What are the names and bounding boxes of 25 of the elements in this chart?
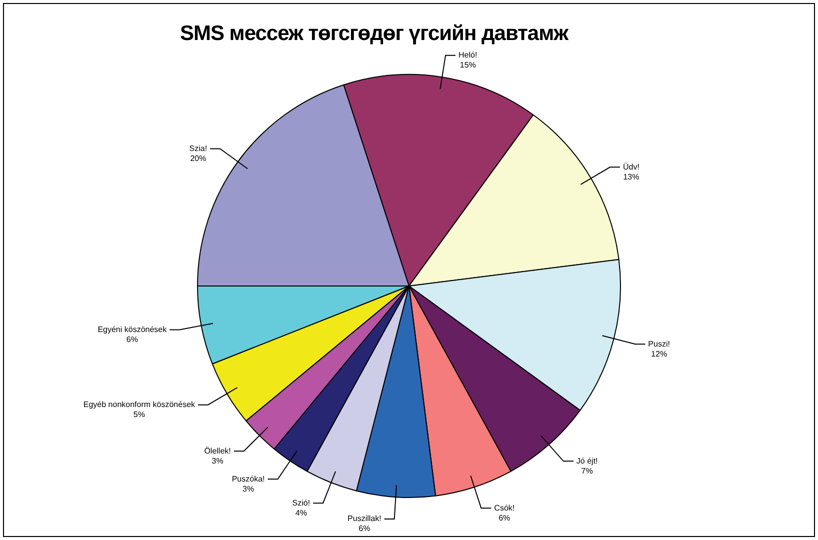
slice-label: Egyéni köszönések bbox=[98, 324, 168, 334]
slice-label: Szió! bbox=[292, 498, 310, 508]
data-label: 4% bbox=[295, 508, 307, 518]
data-label: 6% bbox=[358, 524, 370, 534]
data-label: 6% bbox=[498, 513, 510, 522]
slice-label: Heló! bbox=[458, 50, 478, 60]
slice-label: Jó éjt! bbox=[576, 456, 598, 466]
data-label: 6% bbox=[126, 334, 138, 344]
chart-title: SMS мессеж төгсгөдөг үгсийн давтамж bbox=[178, 22, 570, 46]
slice-label: Puszi! bbox=[648, 339, 670, 348]
data-label: 13% bbox=[623, 172, 640, 182]
data-label: 3% bbox=[212, 456, 224, 466]
data-label: 7% bbox=[581, 466, 593, 476]
data-label: 12% bbox=[651, 349, 668, 358]
slice-label: Egyéb nonkonform köszönések bbox=[83, 400, 196, 410]
data-label: 20% bbox=[190, 154, 206, 163]
slice-label: Üdv! bbox=[622, 162, 640, 172]
slice-label: Puszillak! bbox=[348, 514, 382, 524]
slice-label: Puszóka! bbox=[232, 474, 265, 484]
data-label: 3% bbox=[242, 484, 254, 494]
slice-label: Csók! bbox=[494, 503, 515, 512]
data-label: 5% bbox=[133, 410, 145, 420]
slice-label: Szia! bbox=[189, 144, 208, 153]
data-label: 15% bbox=[460, 60, 476, 70]
slice-label: Ölellek! bbox=[204, 446, 231, 456]
